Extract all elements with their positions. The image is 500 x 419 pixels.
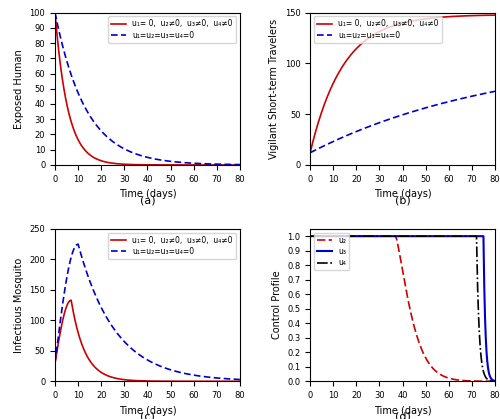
Text: (b): (b) <box>394 195 410 205</box>
X-axis label: Time (days): Time (days) <box>374 189 432 199</box>
X-axis label: Time (days): Time (days) <box>374 406 432 416</box>
Legend: u₁= 0,  u₂≠0,  u₃≠0,  u₄≠0, u₁=u₂=u₃=u₄=0: u₁= 0, u₂≠0, u₃≠0, u₄≠0, u₁=u₂=u₃=u₄=0 <box>314 16 442 43</box>
Legend: u₁= 0,  u₂≠0,  u₃≠0,  u₄≠0, u₁=u₂=u₃=u₄=0: u₁= 0, u₂≠0, u₃≠0, u₄≠0, u₁=u₂=u₃=u₄=0 <box>108 16 236 43</box>
Text: (a): (a) <box>140 195 155 205</box>
Text: (c): (c) <box>140 411 155 419</box>
Y-axis label: Control Profile: Control Profile <box>272 271 281 339</box>
Legend: u₂, u₃, u₄: u₂, u₃, u₄ <box>314 233 350 270</box>
Y-axis label: Infectious Mosquito: Infectious Mosquito <box>14 258 24 353</box>
X-axis label: Time (days): Time (days) <box>118 189 176 199</box>
Y-axis label: Exposed Human: Exposed Human <box>14 49 24 129</box>
X-axis label: Time (days): Time (days) <box>118 406 176 416</box>
Legend: u₁= 0,  u₂≠0,  u₃≠0,  u₄≠0, u₁=u₂=u₃=u₄=0: u₁= 0, u₂≠0, u₃≠0, u₄≠0, u₁=u₂=u₃=u₄=0 <box>108 233 236 259</box>
Y-axis label: Vigilant Short-term Travelers: Vigilant Short-term Travelers <box>269 19 279 159</box>
Text: (d): (d) <box>394 411 410 419</box>
